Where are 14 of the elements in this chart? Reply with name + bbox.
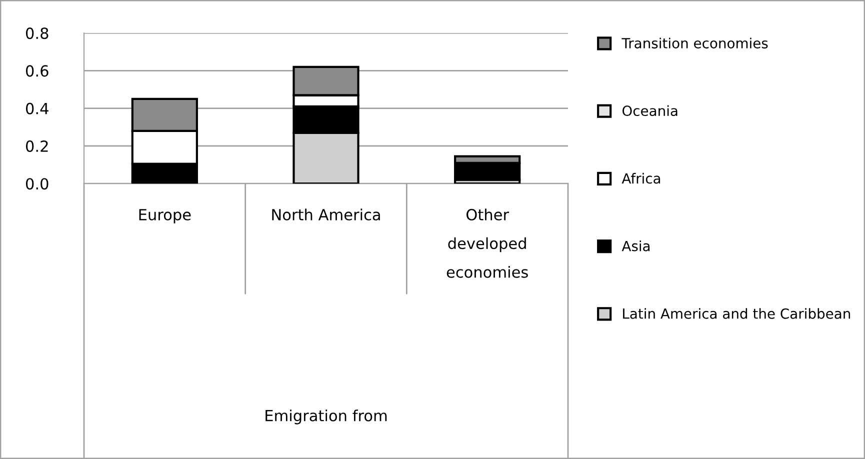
text: Emigration from xyxy=(266,410,387,424)
y-tick-label: 0.4 xyxy=(26,102,48,114)
x-tick-label: Other developed economies xyxy=(446,208,528,278)
y-tick-label: 0.8 xyxy=(26,28,48,40)
legend-label: Africa xyxy=(622,172,660,184)
x-tick-label: Europe xyxy=(139,209,191,224)
y-tick-label: 0.2 xyxy=(26,140,48,152)
y-tick-label: 0.6 xyxy=(26,65,48,77)
legend-label: Latin America and the Caribbean xyxy=(623,308,850,319)
y-tick-label: 0.0 xyxy=(26,178,48,190)
legend-label: Transition economies xyxy=(622,38,768,48)
x-tick-label: North America xyxy=(272,208,380,220)
legend-label: Oceania xyxy=(622,105,678,116)
legend-label: Asia xyxy=(622,240,650,252)
